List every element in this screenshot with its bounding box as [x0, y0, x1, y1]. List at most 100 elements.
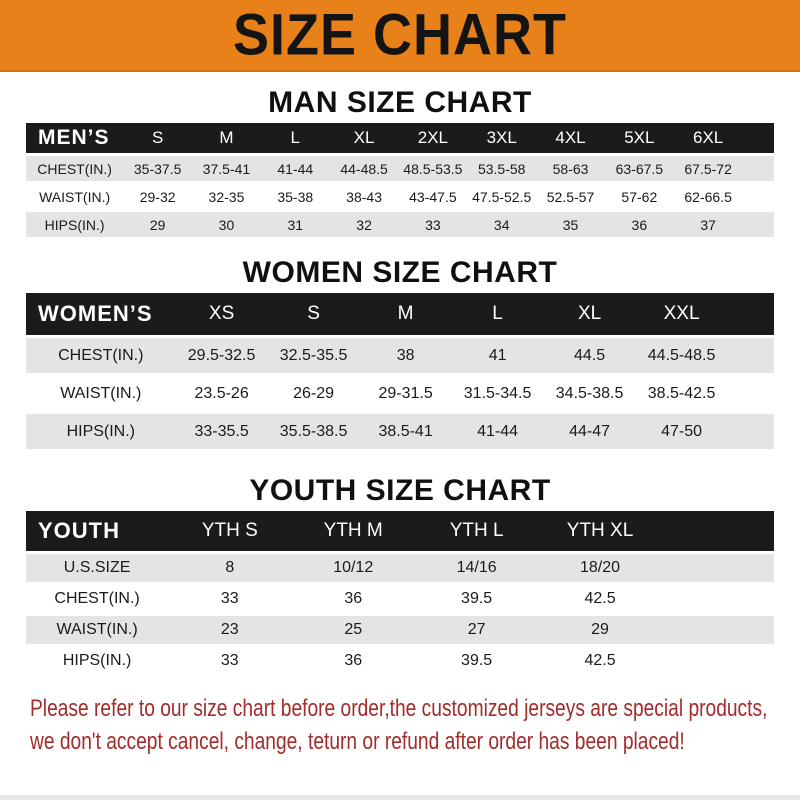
- women-header-label: WOMEN’S: [26, 293, 176, 335]
- size-cell: 58-63: [536, 156, 605, 181]
- column-header: S: [123, 123, 193, 153]
- spacer-cell: [727, 338, 774, 373]
- size-cell: 32-35: [192, 184, 261, 209]
- table-row: CHEST(IN.) 33 36 39.5 42.5: [26, 585, 774, 613]
- table-row: HIPS(IN.) 29 30 31 32 33 34 35 36 37: [26, 212, 774, 237]
- spacer-cell: [742, 123, 774, 153]
- spacer-cell: [727, 376, 774, 411]
- size-cell: 31.5-34.5: [451, 376, 544, 411]
- size-cell: 18/20: [538, 554, 662, 582]
- size-cell: 57-62: [604, 184, 674, 209]
- size-cell: 47-50: [635, 414, 728, 449]
- size-cell: 34: [467, 212, 537, 237]
- size-cell: 25: [291, 616, 415, 644]
- spacer-cell: [742, 156, 774, 181]
- size-cell: 35-37.5: [123, 156, 193, 181]
- size-cell: 33: [398, 212, 468, 237]
- column-header: XXL: [635, 293, 728, 335]
- column-header: S: [267, 293, 360, 335]
- size-cell: 33: [168, 647, 292, 675]
- size-cell: 48.5-53.5: [398, 156, 468, 181]
- size-cell: 29: [538, 616, 662, 644]
- size-cell: 29.5-32.5: [175, 338, 268, 373]
- women-section-title: WOMEN SIZE CHART: [242, 256, 558, 289]
- size-cell: 42.5: [538, 647, 662, 675]
- column-header: XL: [329, 123, 399, 153]
- column-header: XL: [543, 293, 636, 335]
- notice-line-1: Please refer to our size chart before or…: [30, 695, 768, 722]
- size-cell: 42.5: [538, 585, 662, 613]
- youth-section-title: YOUTH SIZE CHART: [249, 474, 551, 507]
- column-header: 4XL: [536, 123, 605, 153]
- column-header: YTH M: [291, 511, 415, 551]
- size-cell: 37: [673, 212, 743, 237]
- size-cell: 35-38: [260, 184, 330, 209]
- table-row: CHEST(IN.) 29.5-32.5 32.5-35.5 38 41 44.…: [26, 338, 774, 373]
- women-section: WOMEN SIZE CHART WOMEN’S XS S M L XL XXL…: [0, 256, 800, 452]
- size-cell: 47.5-52.5: [467, 184, 537, 209]
- column-header: YTH L: [414, 511, 539, 551]
- size-cell: 37.5-41: [192, 156, 261, 181]
- table-row: WAIST(IN.) 23.5-26 26-29 29-31.5 31.5-34…: [26, 376, 774, 411]
- size-cell: 53.5-58: [467, 156, 537, 181]
- size-cell: 38-43: [329, 184, 399, 209]
- column-header: L: [260, 123, 330, 153]
- size-cell: 38.5-41: [359, 414, 452, 449]
- spacer-cell: [661, 511, 774, 551]
- youth-size-table: YOUTH YTH S YTH M YTH L YTH XL U.S.SIZE …: [26, 508, 774, 678]
- column-header: 3XL: [467, 123, 537, 153]
- size-cell: 8: [168, 554, 292, 582]
- banner-title: SIZE CHART: [233, 2, 567, 68]
- size-cell: 44-47: [543, 414, 636, 449]
- column-header: YTH XL: [538, 511, 662, 551]
- men-header-row: MEN’S S M L XL 2XL 3XL 4XL 5XL 6XL: [26, 123, 774, 153]
- spacer-cell: [727, 293, 774, 335]
- size-cell: 36: [291, 647, 415, 675]
- table-row: U.S.SIZE 8 10/12 14/16 18/20: [26, 554, 774, 582]
- row-label: WAIST(IN.): [26, 376, 176, 411]
- size-cell: 52.5-57: [536, 184, 605, 209]
- column-header: 2XL: [398, 123, 468, 153]
- spacer-cell: [661, 647, 774, 675]
- size-chart-banner: SIZE CHART: [0, 0, 800, 72]
- table-row: CHEST(IN.) 35-37.5 37.5-41 41-44 44-48.5…: [26, 156, 774, 181]
- size-cell: 41: [451, 338, 544, 373]
- column-header: M: [359, 293, 452, 335]
- column-header: 5XL: [604, 123, 674, 153]
- size-cell: 30: [192, 212, 261, 237]
- table-row: HIPS(IN.) 33-35.5 35.5-38.5 38.5-41 41-4…: [26, 414, 774, 449]
- size-cell: 33-35.5: [175, 414, 268, 449]
- spacer-cell: [661, 554, 774, 582]
- size-cell: 41-44: [451, 414, 544, 449]
- bottom-strip: [0, 795, 800, 800]
- size-cell: 41-44: [260, 156, 330, 181]
- column-header: XS: [175, 293, 268, 335]
- men-section: MAN SIZE CHART MEN’S S M L XL 2XL 3XL 4X…: [0, 86, 800, 240]
- youth-header-label: YOUTH: [26, 511, 169, 551]
- size-cell: 26-29: [267, 376, 360, 411]
- size-cell: 44.5: [543, 338, 636, 373]
- size-cell: 23: [168, 616, 292, 644]
- size-cell: 23.5-26: [175, 376, 268, 411]
- size-cell: 14/16: [414, 554, 539, 582]
- size-cell: 31: [260, 212, 330, 237]
- size-cell: 29: [123, 212, 193, 237]
- spacer-cell: [742, 184, 774, 209]
- size-cell: 29-31.5: [359, 376, 452, 411]
- table-row: WAIST(IN.) 23 25 27 29: [26, 616, 774, 644]
- men-header-label: MEN’S: [26, 123, 124, 153]
- row-label: WAIST(IN.): [26, 616, 169, 644]
- spacer-cell: [742, 212, 774, 237]
- size-cell: 38.5-42.5: [635, 376, 728, 411]
- size-cell: 32: [329, 212, 399, 237]
- spacer-cell: [661, 585, 774, 613]
- row-label: HIPS(IN.): [26, 212, 124, 237]
- size-cell: 33: [168, 585, 292, 613]
- row-label: CHEST(IN.): [26, 156, 124, 181]
- size-cell: 36: [604, 212, 674, 237]
- size-cell: 29-32: [123, 184, 193, 209]
- column-header: YTH S: [168, 511, 292, 551]
- size-cell: 34.5-38.5: [543, 376, 636, 411]
- spacer-cell: [661, 616, 774, 644]
- column-header: L: [451, 293, 544, 335]
